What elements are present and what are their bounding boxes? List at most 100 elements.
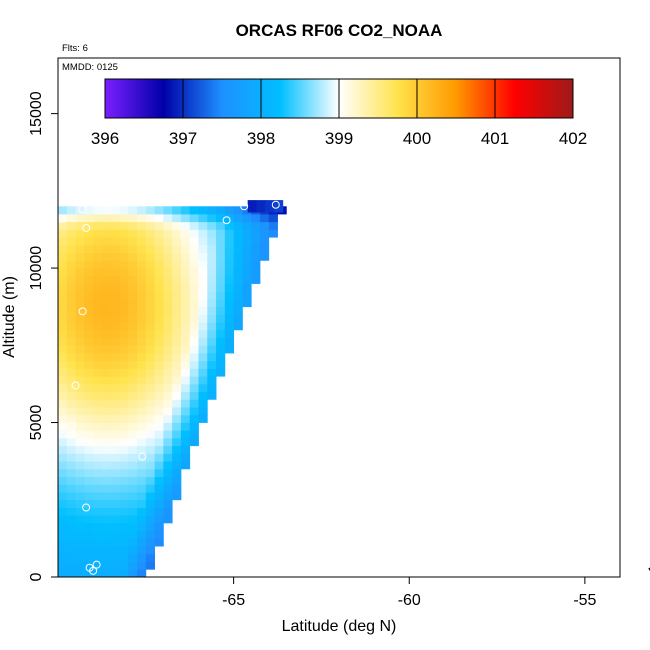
heatmap-cell (163, 507, 173, 516)
heatmap-cell (233, 291, 243, 300)
heatmap-cell (137, 530, 147, 539)
heatmap-cell (163, 368, 173, 377)
heatmap-cell (66, 260, 76, 269)
heatmap-cell (93, 291, 103, 300)
heatmap-cell (128, 468, 138, 477)
heatmap-cell (145, 499, 155, 508)
heatmap-cell (84, 383, 94, 393)
heatmap-cell (145, 538, 155, 547)
heatmap-cell (58, 561, 68, 570)
heatmap-cell (75, 291, 85, 300)
heatmap-cell (66, 538, 76, 547)
heatmap-cell (172, 252, 182, 261)
heatmap-cell (66, 237, 76, 246)
heatmap-cell (154, 383, 164, 393)
heatmap-cell (137, 492, 147, 501)
heatmap-cell (154, 522, 164, 532)
heatmap-cell (180, 383, 191, 393)
flight-point (89, 566, 98, 575)
heatmap-cell (224, 329, 235, 338)
heatmap-cell (145, 283, 155, 292)
heatmap-cell (93, 507, 103, 516)
heatmap-cell (75, 399, 85, 408)
heatmap-cell (101, 407, 112, 416)
heatmap-cell (163, 430, 173, 439)
heatmap-cell (189, 275, 199, 284)
heatmap-cell (110, 430, 120, 439)
heatmap-cell (172, 244, 182, 254)
heatmap-cell (268, 214, 278, 223)
heatmap-cell (242, 260, 252, 269)
heatmap-cell (180, 275, 191, 284)
heatmap-cell (216, 252, 226, 261)
heatmap-cell (101, 476, 112, 485)
heatmap-cell (119, 244, 129, 254)
heatmap-cell (128, 538, 138, 547)
heatmap-cell (233, 252, 243, 261)
heatmap-cell (93, 430, 103, 439)
heatmap-cell (207, 360, 217, 369)
heatmap-cell (154, 492, 164, 501)
heatmap-cell (172, 453, 182, 462)
heatmap-cell (154, 283, 164, 292)
heatmap-cell (75, 237, 85, 246)
heatmap-cell (242, 291, 252, 300)
heatmap-cell (93, 484, 103, 493)
heatmap-cell (58, 445, 68, 454)
heatmap-cell (58, 492, 68, 501)
heatmap-cell (154, 329, 164, 338)
heatmap-cell (128, 546, 138, 555)
heatmap-cell (180, 306, 191, 315)
heatmap-cell (58, 298, 68, 308)
heatmap-cell (180, 345, 191, 354)
heatmap-cell (145, 515, 155, 524)
heatmap-cell (119, 353, 129, 362)
heatmap-cell (75, 306, 85, 315)
heatmap-cell (128, 422, 138, 431)
flight-point (138, 452, 147, 461)
heatmap-cell (180, 329, 191, 338)
heatmap-cell (75, 329, 85, 338)
heatmap-cell (75, 376, 85, 385)
heatmap-cell (110, 383, 120, 393)
heatmap-cell (233, 275, 243, 284)
heatmap-cell (216, 221, 226, 230)
flight-point (240, 202, 249, 211)
heatmap-cell (84, 229, 94, 238)
heatmap-cell (154, 268, 164, 277)
heatmap-cell (119, 275, 129, 284)
heatmap-cell (128, 499, 138, 508)
heatmap-cell (84, 430, 94, 439)
heatmap-cell (110, 422, 120, 431)
heatmap-cell (101, 376, 112, 385)
heatmap-cell (66, 484, 76, 493)
heatmap-cell (101, 492, 112, 501)
heatmap-cell (251, 237, 261, 246)
heatmap-cell (110, 553, 120, 562)
heatmap-cell (207, 353, 217, 362)
heatmap-cell (58, 407, 68, 416)
heatmap-cell (154, 298, 164, 308)
heatmap-cell (189, 306, 199, 315)
heatmap-cell (137, 515, 147, 524)
heatmap-cell (66, 291, 76, 300)
heatmap-cell (189, 298, 199, 308)
heatmap-cell (110, 221, 120, 230)
heatmap-cell (58, 499, 68, 508)
heatmap-cell (119, 260, 129, 269)
heatmap-cell (58, 329, 68, 338)
heatmap-cell (101, 530, 112, 539)
heatmap-cell (84, 484, 94, 493)
heatmap-cell (58, 453, 68, 462)
heatmap-cell (216, 306, 226, 315)
heatmap-cell (128, 391, 138, 400)
heatmap-cell (128, 252, 138, 261)
heatmap-cell (172, 291, 182, 300)
heatmap-cell (93, 461, 103, 470)
flight-point (271, 200, 280, 209)
heatmap-cell (84, 345, 94, 354)
heatmap-cell (84, 538, 94, 547)
heatmap-cell (154, 484, 164, 493)
heatmap-cell (145, 314, 155, 323)
heatmap-cell (93, 306, 103, 315)
